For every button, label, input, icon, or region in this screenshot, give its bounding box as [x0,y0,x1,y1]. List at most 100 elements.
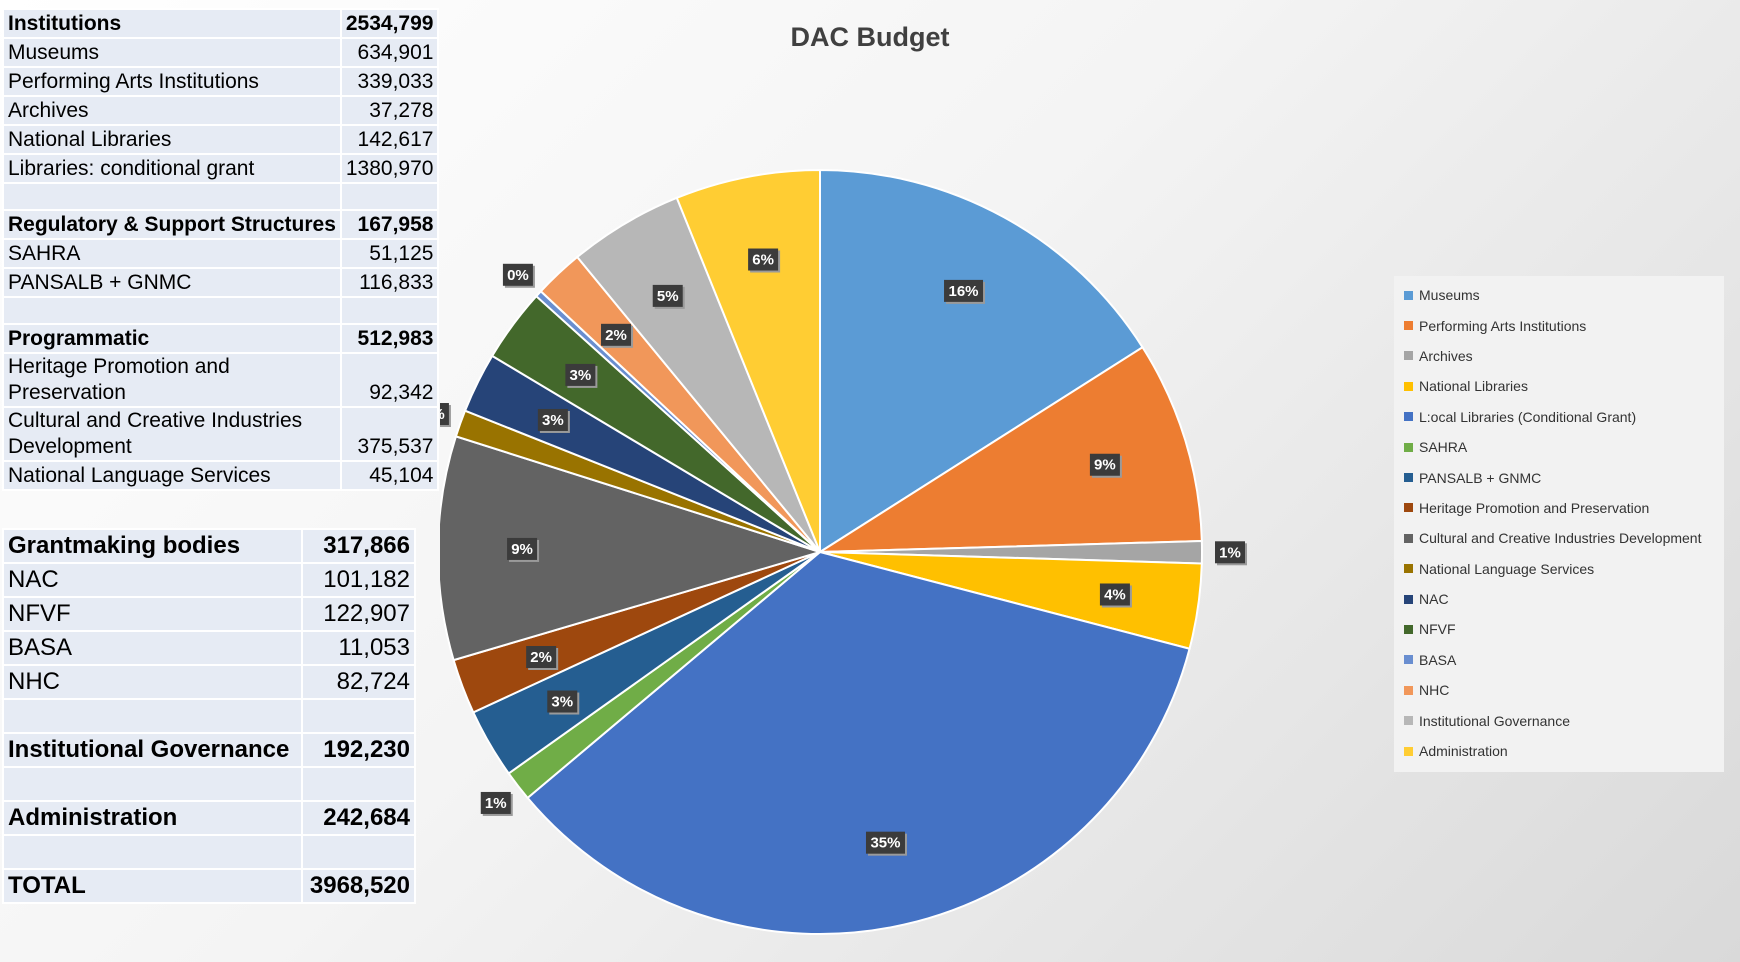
legend-swatch [1404,381,1413,391]
data-label: 1% [440,403,451,428]
data-label-text: 3% [542,412,564,429]
chart-legend: Museums Performing Arts Institutions Archi… [1394,276,1724,773]
legend-item: Heritage Promotion and Preservation [1394,493,1724,523]
legend-label: NFVF [1419,621,1456,638]
data-label: 4% [1099,583,1132,608]
table-row: Heritage Promotion and Preservation 92,34… [2,352,440,408]
pie-slice [675,168,821,553]
table-row: Institutional Governance 192,230 [2,732,416,768]
legend-swatch [1404,624,1413,634]
data-label: 16% [944,279,986,304]
row-value: 167,958 [339,209,440,240]
legend-label: NHC [1419,682,1450,699]
legend-item: Performing Arts Institutions [1394,310,1724,340]
pie-slice [526,550,1191,935]
data-label: 1% [480,791,513,816]
legend-swatch [1404,716,1413,726]
row-label: Cultural and Creative Industries Develop… [2,406,342,462]
row-value: 192,230 [301,732,416,768]
data-label: 3% [547,690,580,715]
table-row: Administration 242,684 [2,800,416,836]
row-value: 116,833 [339,267,440,298]
legend-swatch [1404,685,1413,695]
table-row: Museums 634,901 [2,37,440,68]
row-value: 142,617 [339,124,440,155]
row-label [2,834,303,870]
legend-swatch [1404,655,1413,665]
data-label-text: 9% [511,541,533,558]
data-label-text: 2% [605,327,627,344]
row-value: 45,104 [339,460,440,491]
data-label: 0% [502,263,535,288]
table-row: NAC 101,182 [2,562,416,598]
row-value: 242,684 [301,800,416,836]
table-row: PANSALB + GNMC 116,833 [2,267,440,298]
row-label: Performing Arts Institutions [2,66,342,97]
budget-table-grantmaking: Grantmaking bodies 317,866 NAC 101,182 NFVF 1… [2,528,416,904]
data-label-text: 3% [570,367,592,384]
blank-row [2,834,416,870]
table-row: National Libraries 142,617 [2,124,440,155]
legend-item: National Libraries [1394,371,1724,401]
legend-swatch [1404,412,1413,422]
row-label: NHC [2,664,303,700]
legend-label: SAHRA [1419,439,1468,456]
row-value [301,698,416,734]
row-value: 92,342 [339,352,440,408]
legend-swatch [1404,594,1413,604]
data-label-text: 9% [1094,457,1116,474]
data-label: 3% [537,408,570,433]
legend-item: Archives [1394,341,1724,371]
blank-row [2,296,440,325]
legend-swatch [1404,351,1413,361]
legend-item: Museums [1394,280,1724,310]
legend-label: Performing Arts Institutions [1419,317,1587,334]
chart-title: DAC Budget [791,22,950,52]
legend-item: PANSALB + GNMC [1394,462,1724,492]
data-label-text: 6% [752,252,774,269]
legend-label: Archives [1419,347,1473,364]
table-row: Archives 37,278 [2,95,440,126]
row-value: 101,182 [301,562,416,598]
row-label: Archives [2,95,342,126]
data-label-text: 2% [530,649,552,666]
data-label: 35% [865,831,907,856]
table-row: Grantmaking bodies 317,866 [2,528,416,564]
row-label: National Language Services [2,460,342,491]
row-label: SAHRA [2,238,342,269]
blank-row [2,698,416,734]
row-value: 375,537 [339,406,440,462]
legend-label: NAC [1419,591,1449,608]
blank-row [2,766,416,802]
legend-item: NHC [1394,675,1724,705]
row-value [301,766,416,802]
legend-item: NAC [1394,584,1724,614]
pie-slice [440,435,824,662]
data-label-text: 1% [1219,544,1241,561]
data-label-text: 5% [657,288,679,305]
row-value: 1380,970 [339,153,440,184]
row-value: 2534,799 [339,8,440,39]
row-value [301,834,416,870]
row-label [2,296,342,325]
legend-label: Museums [1419,287,1480,304]
data-label-text: 4% [1104,586,1126,603]
row-value: 3968,520 [301,868,416,904]
table-row: National Language Services 45,104 [2,460,440,491]
legend-label: Administration [1419,743,1508,760]
table-row: SAHRA 51,125 [2,238,440,269]
row-label: Museums [2,37,342,68]
row-label: NFVF [2,596,303,632]
row-value: 11,053 [301,630,416,666]
data-label-text: 1% [485,795,507,812]
legend-label: Institutional Governance [1419,712,1570,729]
budget-table-main: Institutions 2534,799 Museums 634,901 Perfor… [2,8,440,491]
data-label: 9% [507,537,540,562]
legend-item: NFVF [1394,614,1724,644]
pie-slice [819,168,1144,554]
legend-item: National Language Services [1394,554,1724,584]
legend-label: Heritage Promotion and Preservation [1419,499,1650,516]
table-row: NHC 82,724 [2,664,416,700]
row-label: TOTAL [2,868,303,904]
data-label: 5% [652,284,685,309]
